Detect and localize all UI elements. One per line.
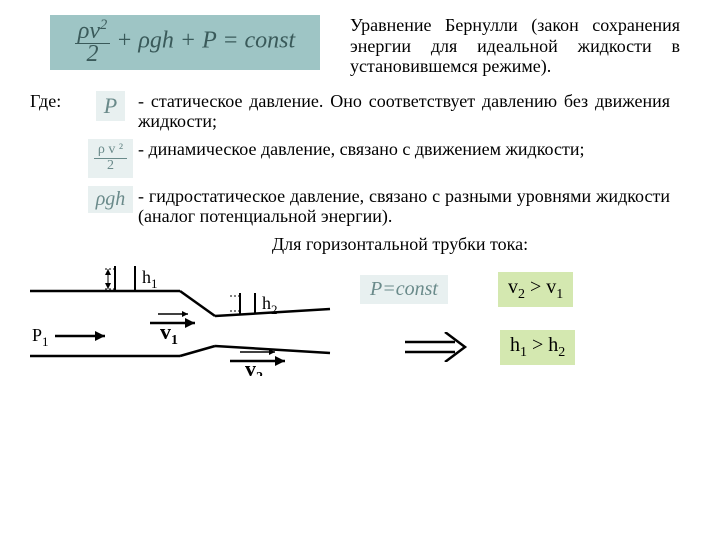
- svg-text:P1: P1: [32, 325, 49, 349]
- svg-text:v2: v2: [245, 356, 263, 376]
- def-hydrostatic: ρgh - гидростатическое давление, связано…: [83, 186, 690, 226]
- symbol-P-text: P: [96, 91, 125, 121]
- implies-arrow-icon: [400, 332, 470, 362]
- equation-description: Уравнение Бернулли (закон сохранения эне…: [350, 15, 680, 77]
- horizontal-tube-title: Для горизонтальной трубки тока:: [110, 234, 690, 255]
- def-hydrostatic-text: - гидростатическое давление, связано с р…: [138, 186, 670, 226]
- row-velocity: P=const v2 > v1: [340, 272, 690, 307]
- header-row: ρv2 2 + ρgh + P = const Уравнение Бернул…: [30, 15, 690, 77]
- bernoulli-equation: ρv2 2 + ρgh + P = const: [50, 15, 320, 70]
- symbol-P: P: [83, 91, 138, 121]
- dyn-numerator: ρ v ²: [94, 143, 127, 159]
- def-static: Где: P - статическое давление. Оно соотв…: [30, 91, 690, 131]
- symbol-dynamic: ρ v ² 2: [83, 139, 138, 177]
- dyn-denominator: 2: [94, 159, 127, 174]
- def-dynamic-text: - динамическое давление, связано с движе…: [138, 139, 670, 159]
- def-dynamic: ρ v ² 2 - динамическое давление, связано…: [83, 139, 690, 177]
- ineq-height: h1 > h2: [500, 330, 575, 365]
- svg-text:h1: h1: [142, 267, 158, 291]
- bottom-section: h1 h2 P1 v1 v2 P=const v2 > v1: [30, 261, 690, 376]
- ineq-velocity: v2 > v1: [498, 272, 573, 307]
- where-label: Где:: [30, 91, 75, 112]
- symbol-hydro: ρgh: [83, 186, 138, 213]
- row-height: h1 > h2: [340, 330, 690, 365]
- p-const-box: P=const: [360, 275, 448, 304]
- symbol-hydro-text: ρgh: [88, 186, 134, 213]
- tube-diagram: h1 h2 P1 v1 v2: [30, 261, 340, 376]
- conclusions: P=const v2 > v1 h1 > h2: [340, 261, 690, 376]
- def-static-text: - статическое давление. Оно соответствуе…: [138, 91, 670, 131]
